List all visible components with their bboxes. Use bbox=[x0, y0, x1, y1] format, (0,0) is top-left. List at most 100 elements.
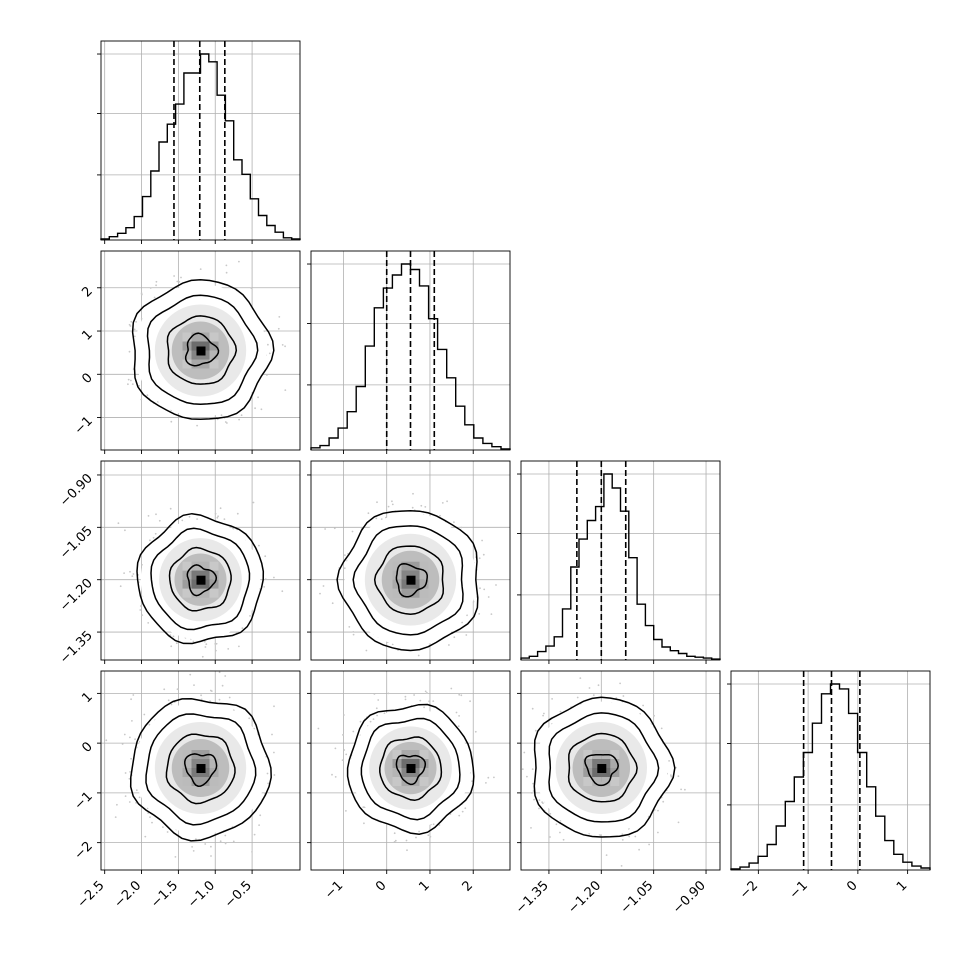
scatter-point bbox=[220, 414, 223, 417]
density-pixel bbox=[200, 570, 210, 580]
scatter-point bbox=[224, 834, 227, 837]
scatter-point bbox=[359, 720, 362, 723]
scatter-point bbox=[419, 699, 422, 702]
scatter-point bbox=[134, 738, 137, 741]
scatter-point bbox=[217, 515, 220, 518]
scatter-point bbox=[210, 690, 213, 692]
scatter-point bbox=[264, 555, 267, 558]
scatter-point bbox=[267, 782, 270, 785]
scatter-point bbox=[460, 526, 463, 529]
density-pixel bbox=[182, 579, 192, 589]
density-pixel bbox=[419, 588, 429, 598]
density-pixel bbox=[419, 777, 429, 787]
scatter-point bbox=[148, 723, 151, 726]
scatter-point bbox=[172, 635, 175, 638]
scatter-point bbox=[199, 268, 202, 270]
scatter-point bbox=[117, 522, 120, 525]
scatter-point bbox=[448, 644, 450, 646]
scatter-point bbox=[144, 835, 147, 838]
scatter-point bbox=[219, 840, 222, 843]
scatter-point bbox=[138, 796, 141, 799]
panel-3-1: −1 0 1 2 bbox=[307, 670, 511, 902]
scatter-point bbox=[493, 776, 495, 779]
scatter-point bbox=[191, 846, 194, 848]
scatter-point bbox=[429, 835, 432, 838]
scatter-point bbox=[147, 515, 150, 517]
scatter-point bbox=[278, 316, 281, 318]
scatter-point bbox=[458, 814, 461, 817]
scatter-point bbox=[474, 730, 477, 733]
density-pixel bbox=[209, 588, 219, 598]
scatter-point bbox=[201, 655, 204, 658]
scatter-point bbox=[333, 527, 336, 530]
scatter-point bbox=[176, 688, 179, 691]
scatter-point bbox=[375, 707, 378, 710]
scatter-point bbox=[372, 718, 375, 720]
scatter-point bbox=[155, 513, 157, 516]
scatter-point bbox=[450, 687, 453, 690]
histogram-step bbox=[520, 473, 721, 660]
scatter-point bbox=[196, 518, 199, 520]
density-pixel bbox=[182, 561, 192, 571]
scatter-point bbox=[241, 627, 244, 630]
scatter-point bbox=[394, 839, 397, 842]
scatter-point bbox=[221, 684, 224, 687]
density-pixel bbox=[410, 561, 420, 571]
scatter-point bbox=[253, 833, 256, 836]
scatter-point bbox=[170, 420, 173, 423]
scatter-point bbox=[588, 687, 591, 689]
scatter-point bbox=[427, 834, 430, 837]
scatter-point bbox=[334, 776, 337, 778]
scatter-point bbox=[223, 518, 226, 520]
scatter-point bbox=[391, 643, 394, 646]
scatter-point bbox=[343, 749, 346, 751]
scatter-point bbox=[345, 753, 348, 756]
scatter-point bbox=[162, 826, 164, 828]
scatter-point bbox=[167, 699, 170, 702]
scatter-point bbox=[249, 615, 251, 617]
scatter-point bbox=[344, 554, 346, 556]
scatter-point bbox=[404, 695, 407, 698]
scatter-point bbox=[124, 772, 127, 774]
x-tick-label: −0.5 bbox=[222, 878, 255, 911]
scatter-point bbox=[324, 528, 326, 530]
x-tick-label: −1 bbox=[322, 878, 346, 902]
scatter-point bbox=[538, 799, 541, 801]
density-pixel bbox=[191, 332, 201, 342]
density-pixel bbox=[182, 588, 192, 598]
scatter-point bbox=[166, 831, 169, 833]
scatter-point bbox=[131, 575, 134, 577]
panel-1-1 bbox=[307, 250, 511, 454]
scatter-point bbox=[343, 567, 346, 570]
scatter-point bbox=[331, 602, 334, 605]
scatter-point bbox=[105, 739, 108, 742]
scatter-point bbox=[130, 379, 132, 382]
scatter-point bbox=[138, 384, 141, 387]
scatter-point bbox=[178, 281, 181, 283]
scatter-point bbox=[170, 703, 173, 706]
density-pixel bbox=[392, 750, 402, 760]
density-pixel bbox=[182, 777, 192, 787]
scatter-point bbox=[479, 587, 481, 590]
contour-line bbox=[136, 512, 265, 645]
scatter-point bbox=[485, 782, 487, 784]
scatter-point bbox=[149, 287, 152, 289]
scatter-point bbox=[458, 715, 460, 717]
scatter-point bbox=[404, 698, 407, 701]
scatter-point bbox=[352, 631, 355, 633]
scatter-point bbox=[181, 519, 184, 522]
scatter-point bbox=[124, 795, 127, 797]
scatter-point bbox=[140, 398, 143, 401]
scatter-point bbox=[257, 396, 259, 399]
scatter-point bbox=[465, 634, 468, 636]
scatter-point bbox=[225, 271, 228, 274]
scatter-point bbox=[281, 344, 284, 346]
panel-frame bbox=[100, 250, 301, 451]
scatter-point bbox=[196, 424, 199, 427]
density-pixel bbox=[209, 341, 219, 351]
scatter-point bbox=[405, 839, 408, 842]
scatter-point bbox=[351, 530, 354, 533]
scatter-point bbox=[273, 774, 276, 776]
scatter-point bbox=[174, 856, 177, 858]
